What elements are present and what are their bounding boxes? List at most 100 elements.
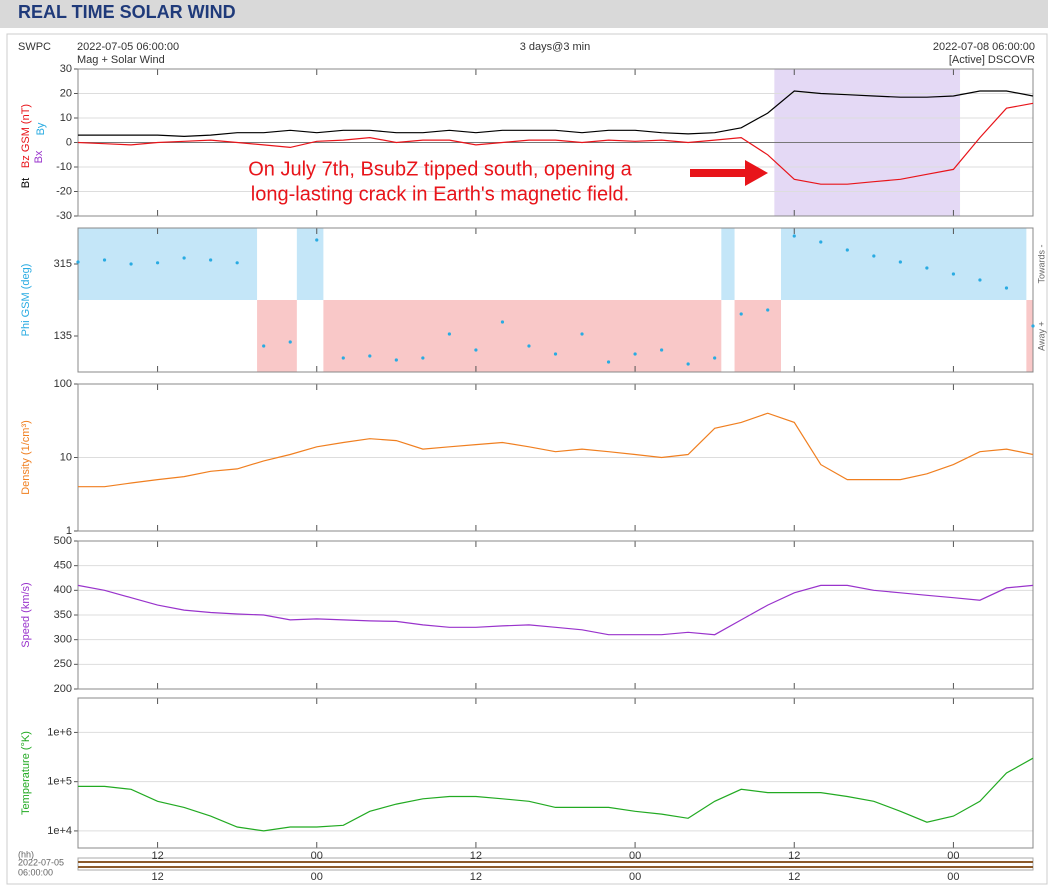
x-tick-label: 00	[311, 850, 323, 862]
point	[447, 332, 451, 336]
point	[660, 348, 664, 352]
header-bar	[0, 0, 1048, 28]
point	[819, 240, 823, 244]
point	[129, 262, 133, 266]
point	[739, 312, 743, 316]
point	[925, 266, 929, 270]
y-tick-label: 315	[54, 258, 72, 270]
point	[474, 348, 478, 352]
y-tick-label: 1e+6	[47, 726, 72, 738]
legend-entry: Bx	[33, 150, 45, 163]
band	[296, 228, 324, 300]
point	[633, 352, 637, 356]
point	[606, 360, 611, 364]
span: 3 days@3 min	[520, 41, 590, 53]
y-axis-label: Speed (km/s)	[20, 582, 32, 647]
x-unit: (hh)	[18, 849, 34, 859]
legend-entry: Bz GSM (nT)	[20, 104, 32, 168]
plot-frame	[77, 383, 1034, 532]
y-axis-label: Phi GSM (deg)	[20, 264, 32, 337]
annotation: long-lasting crack in Earth's magnetic f…	[251, 183, 629, 205]
y-tick-label: -20	[56, 185, 72, 197]
plot-frame	[77, 227, 1034, 373]
x-start-date: 2022-07-05	[18, 857, 64, 867]
y-axis-label: Temperature (°K)	[20, 731, 32, 815]
y-tick-label: 350	[54, 609, 72, 621]
point	[155, 261, 160, 265]
point	[527, 344, 531, 348]
point	[262, 344, 266, 348]
x-tick-label: 00	[947, 871, 959, 883]
x-tick-label: 12	[151, 871, 163, 883]
side-label: Towards -	[1036, 244, 1046, 283]
point	[209, 258, 213, 262]
source: SWPC	[18, 41, 51, 53]
y-tick-label: 0	[66, 136, 72, 148]
point	[76, 260, 80, 264]
y-tick-label: 1e+4	[47, 825, 72, 837]
annotation-arrow	[690, 160, 768, 186]
series-line	[78, 757, 1034, 832]
y-tick-label: 500	[54, 535, 72, 547]
band	[78, 228, 258, 300]
band	[323, 300, 722, 372]
subtitle: Mag + Solar Wind	[77, 54, 165, 66]
x-tick-label: 12	[470, 871, 482, 883]
page-title: REAL TIME SOLAR WIND	[18, 2, 236, 22]
status: [Active] DSCOVR	[949, 54, 1035, 66]
point	[1031, 324, 1035, 328]
time-strip	[77, 857, 1034, 871]
y-axis-label: Density (1/cm³)	[20, 420, 32, 495]
x-tick-label: 00	[311, 871, 323, 883]
point	[341, 356, 345, 360]
x-tick-label: 12	[788, 850, 800, 862]
point	[686, 362, 690, 366]
x-tick-label: 00	[629, 871, 641, 883]
point	[288, 340, 292, 344]
y-tick-label: 250	[54, 658, 72, 670]
y-tick-label: 450	[54, 560, 72, 572]
x-start-time: 06:00:00	[18, 867, 53, 877]
point	[182, 256, 186, 260]
point	[792, 234, 796, 238]
series-line	[78, 412, 1034, 488]
y-tick-label: 20	[60, 87, 72, 99]
side-label: Away +	[1036, 321, 1046, 351]
point	[951, 272, 956, 276]
plot-frame	[77, 697, 1034, 849]
series-line	[77, 102, 1034, 185]
y-tick-label: 10	[60, 112, 72, 124]
y-tick-label: 1e+5	[47, 776, 72, 788]
y-tick-label: 135	[54, 330, 72, 342]
y-tick-label: 1	[66, 525, 72, 537]
y-tick-label: 400	[54, 584, 72, 596]
point	[315, 238, 319, 242]
point	[1004, 286, 1009, 290]
point	[978, 278, 982, 282]
series-line	[77, 584, 1034, 636]
end-time: 2022-07-08 06:00:00	[933, 41, 1035, 53]
x-tick-label: 12	[151, 850, 163, 862]
band	[1026, 300, 1033, 372]
point	[421, 356, 425, 360]
y-tick-label: 30	[60, 63, 72, 75]
point	[898, 260, 902, 264]
point	[500, 320, 505, 324]
band	[780, 228, 1027, 300]
frame	[6, 33, 1048, 885]
series-line	[78, 90, 1034, 138]
y-tick-label: 300	[54, 634, 72, 646]
point	[102, 258, 107, 262]
point	[394, 358, 398, 362]
point	[872, 254, 876, 258]
start-time: 2022-07-05 06:00:00	[77, 41, 179, 53]
plot-frame	[77, 540, 1034, 690]
legend-entry: By	[35, 122, 47, 135]
y-tick-label: 10	[60, 451, 72, 463]
x-tick-label: 12	[470, 850, 482, 862]
legend-entry: Bt	[20, 178, 32, 188]
point	[713, 356, 717, 360]
band	[721, 228, 735, 300]
